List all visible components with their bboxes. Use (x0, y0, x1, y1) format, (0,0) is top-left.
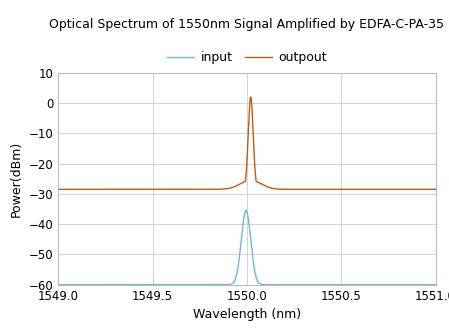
outpout (260, 183, 266, 187)
outpout (146, 187, 152, 191)
input (260, 283, 266, 287)
outpout (248, 95, 253, 99)
outpout (283, 187, 288, 191)
outpout (81, 187, 87, 191)
Line: input: input (58, 211, 436, 285)
input (56, 283, 61, 287)
input (81, 283, 87, 287)
outpout (200, 187, 206, 191)
input (283, 283, 288, 287)
outpout (433, 187, 438, 191)
Line: outpout: outpout (58, 97, 436, 189)
outpout (335, 187, 341, 191)
Legend: input, outpout: input, outpout (167, 51, 327, 65)
outpout (56, 187, 61, 191)
input (146, 283, 152, 287)
input (433, 283, 438, 287)
Title: Optical Spectrum of 1550nm Signal Amplified by EDFA-C-PA-35: Optical Spectrum of 1550nm Signal Amplif… (49, 19, 445, 31)
input (335, 283, 341, 287)
X-axis label: Wavelength (nm): Wavelength (nm) (193, 308, 301, 321)
input (243, 209, 249, 213)
input (200, 283, 206, 287)
Y-axis label: Power(dBm): Power(dBm) (10, 141, 23, 217)
